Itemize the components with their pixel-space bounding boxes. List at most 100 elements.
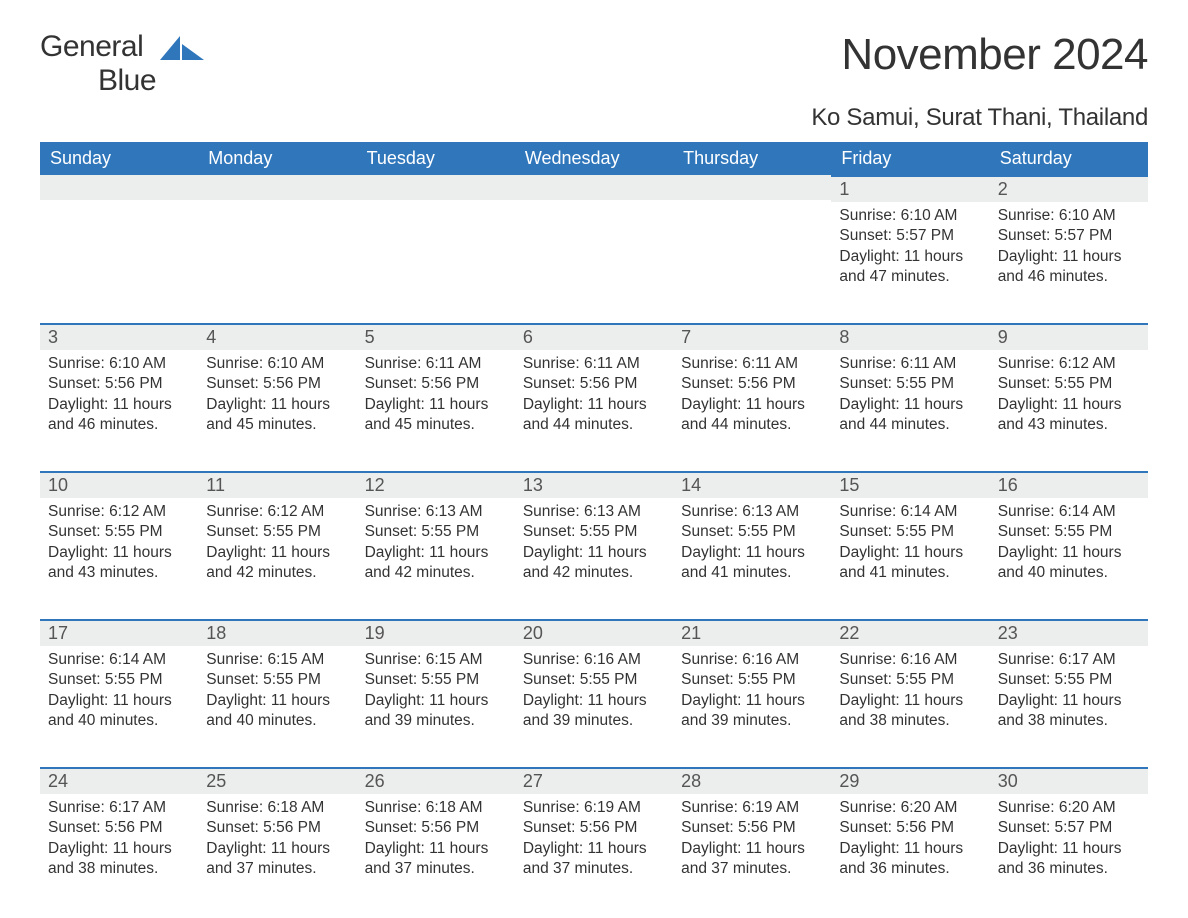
sunrise-line: Sunrise: 6:18 AM [206,798,348,818]
day-details: Sunrise: 6:10 AMSunset: 5:57 PMDaylight:… [831,202,989,294]
sunset-line: Sunset: 5:55 PM [48,670,190,690]
day-number: 5 [357,323,515,350]
daylight-line: Daylight: 11 hours and 38 minutes. [998,691,1140,732]
weekday-header: Tuesday [357,142,515,175]
daylight-line: Daylight: 11 hours and 36 minutes. [839,839,981,880]
daylight-line: Daylight: 11 hours and 43 minutes. [998,395,1140,436]
day-number: 10 [40,471,198,498]
calendar-day: 29Sunrise: 6:20 AMSunset: 5:56 PMDayligh… [831,767,989,901]
calendar-day: 30Sunrise: 6:20 AMSunset: 5:57 PMDayligh… [990,767,1148,901]
sunrise-line: Sunrise: 6:10 AM [998,206,1140,226]
sunrise-line: Sunrise: 6:12 AM [206,502,348,522]
sunset-line: Sunset: 5:56 PM [681,374,823,394]
sunset-line: Sunset: 5:55 PM [48,522,190,542]
sunrise-line: Sunrise: 6:13 AM [523,502,665,522]
logo-word1: General [40,30,143,63]
day-number: 20 [515,619,673,646]
sunset-line: Sunset: 5:55 PM [681,522,823,542]
sunrise-line: Sunrise: 6:16 AM [523,650,665,670]
day-number: 22 [831,619,989,646]
daylight-line: Daylight: 11 hours and 41 minutes. [681,543,823,584]
sunrise-line: Sunrise: 6:15 AM [206,650,348,670]
sunrise-line: Sunrise: 6:15 AM [365,650,507,670]
sunrise-line: Sunrise: 6:13 AM [365,502,507,522]
sunset-line: Sunset: 5:55 PM [681,670,823,690]
sunset-line: Sunset: 5:55 PM [365,522,507,542]
sunset-line: Sunset: 5:55 PM [998,374,1140,394]
logo: General Blue [40,30,204,98]
day-number: 7 [673,323,831,350]
day-details: Sunrise: 6:18 AMSunset: 5:56 PMDaylight:… [198,794,356,886]
sunset-line: Sunset: 5:56 PM [206,818,348,838]
header: General Blue November 2024 [40,30,1148,98]
page-title: November 2024 [841,30,1148,80]
calendar-day: 17Sunrise: 6:14 AMSunset: 5:55 PMDayligh… [40,619,198,753]
sunrise-line: Sunrise: 6:13 AM [681,502,823,522]
day-details: Sunrise: 6:20 AMSunset: 5:57 PMDaylight:… [990,794,1148,886]
sunrise-line: Sunrise: 6:17 AM [48,798,190,818]
day-number-empty [40,175,198,200]
day-details: Sunrise: 6:13 AMSunset: 5:55 PMDaylight:… [357,498,515,590]
daylight-line: Daylight: 11 hours and 42 minutes. [206,543,348,584]
daylight-line: Daylight: 11 hours and 44 minutes. [523,395,665,436]
calendar-day: 22Sunrise: 6:16 AMSunset: 5:55 PMDayligh… [831,619,989,753]
sunset-line: Sunset: 5:55 PM [998,522,1140,542]
calendar-day: 14Sunrise: 6:13 AMSunset: 5:55 PMDayligh… [673,471,831,605]
daylight-line: Daylight: 11 hours and 39 minutes. [365,691,507,732]
calendar-day: 18Sunrise: 6:15 AMSunset: 5:55 PMDayligh… [198,619,356,753]
calendar-day: 27Sunrise: 6:19 AMSunset: 5:56 PMDayligh… [515,767,673,901]
sunset-line: Sunset: 5:56 PM [681,818,823,838]
daylight-line: Daylight: 11 hours and 38 minutes. [48,839,190,880]
calendar-day: 20Sunrise: 6:16 AMSunset: 5:55 PMDayligh… [515,619,673,753]
daylight-line: Daylight: 11 hours and 46 minutes. [998,247,1140,288]
day-details: Sunrise: 6:11 AMSunset: 5:56 PMDaylight:… [357,350,515,442]
day-number: 23 [990,619,1148,646]
day-details: Sunrise: 6:12 AMSunset: 5:55 PMDaylight:… [40,498,198,590]
daylight-line: Daylight: 11 hours and 40 minutes. [998,543,1140,584]
sunrise-line: Sunrise: 6:10 AM [206,354,348,374]
weekday-header-row: SundayMondayTuesdayWednesdayThursdayFrid… [40,142,1148,175]
day-details: Sunrise: 6:19 AMSunset: 5:56 PMDaylight:… [673,794,831,886]
sunrise-line: Sunrise: 6:14 AM [998,502,1140,522]
calendar-day: 9Sunrise: 6:12 AMSunset: 5:55 PMDaylight… [990,323,1148,457]
calendar-day: 10Sunrise: 6:12 AMSunset: 5:55 PMDayligh… [40,471,198,605]
day-number: 26 [357,767,515,794]
sunrise-line: Sunrise: 6:16 AM [681,650,823,670]
calendar-day-empty [673,175,831,309]
daylight-line: Daylight: 11 hours and 40 minutes. [48,691,190,732]
sunset-line: Sunset: 5:56 PM [48,374,190,394]
sunset-line: Sunset: 5:55 PM [523,670,665,690]
day-details: Sunrise: 6:11 AMSunset: 5:56 PMDaylight:… [673,350,831,442]
daylight-line: Daylight: 11 hours and 38 minutes. [839,691,981,732]
daylight-line: Daylight: 11 hours and 44 minutes. [681,395,823,436]
day-number-empty [198,175,356,200]
sunrise-line: Sunrise: 6:11 AM [365,354,507,374]
sunrise-line: Sunrise: 6:19 AM [681,798,823,818]
day-details: Sunrise: 6:11 AMSunset: 5:55 PMDaylight:… [831,350,989,442]
weekday-header: Friday [831,142,989,175]
day-number: 11 [198,471,356,498]
weekday-header: Wednesday [515,142,673,175]
sunrise-line: Sunrise: 6:19 AM [523,798,665,818]
logo-word2: Blue [98,64,156,97]
calendar-day: 7Sunrise: 6:11 AMSunset: 5:56 PMDaylight… [673,323,831,457]
sunset-line: Sunset: 5:55 PM [365,670,507,690]
day-number: 6 [515,323,673,350]
sunrise-line: Sunrise: 6:11 AM [523,354,665,374]
day-number: 18 [198,619,356,646]
daylight-line: Daylight: 11 hours and 43 minutes. [48,543,190,584]
day-number: 29 [831,767,989,794]
sunrise-line: Sunrise: 6:17 AM [998,650,1140,670]
calendar-day: 25Sunrise: 6:18 AMSunset: 5:56 PMDayligh… [198,767,356,901]
day-number: 19 [357,619,515,646]
day-number: 4 [198,323,356,350]
sail-icon [160,36,204,64]
sunset-line: Sunset: 5:56 PM [206,374,348,394]
day-details: Sunrise: 6:12 AMSunset: 5:55 PMDaylight:… [990,350,1148,442]
sunrise-line: Sunrise: 6:16 AM [839,650,981,670]
day-details: Sunrise: 6:17 AMSunset: 5:55 PMDaylight:… [990,646,1148,738]
calendar-week: 24Sunrise: 6:17 AMSunset: 5:56 PMDayligh… [40,767,1148,901]
calendar-day: 11Sunrise: 6:12 AMSunset: 5:55 PMDayligh… [198,471,356,605]
day-number-empty [515,175,673,200]
day-number: 13 [515,471,673,498]
